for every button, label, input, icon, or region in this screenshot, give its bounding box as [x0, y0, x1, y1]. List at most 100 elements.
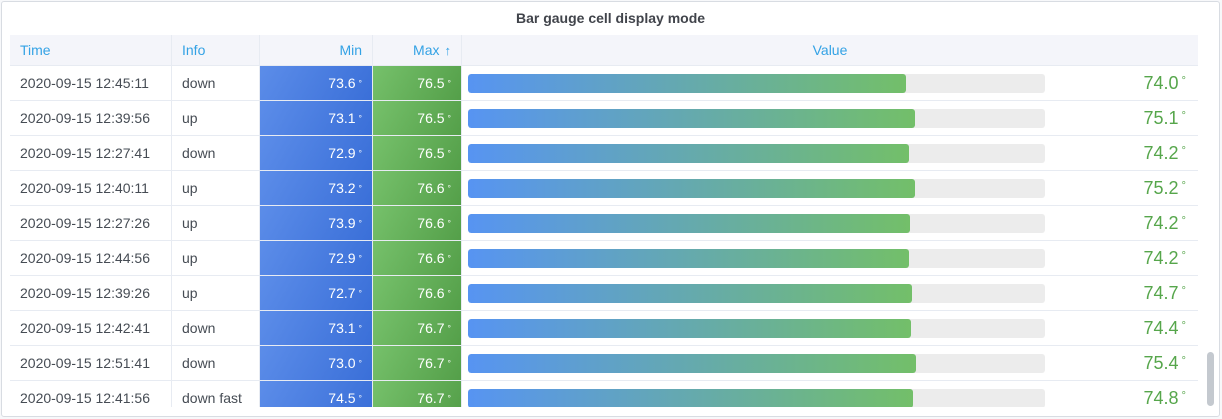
cell-info: down [172, 346, 260, 380]
degree-unit: ° [358, 358, 362, 368]
value-text: 74.0 ° [1045, 73, 1192, 94]
min-value: 73.1 [328, 110, 356, 126]
value-text: 75.2 ° [1045, 178, 1192, 199]
degree-unit: ° [358, 78, 362, 88]
cell-min: 73.6 ° [260, 66, 373, 100]
table-row: 2020-09-15 12:39:56 up 73.1 ° 76.5 ° 75.1 ° [10, 101, 1198, 136]
degree-unit: ° [358, 323, 362, 333]
cell-info: up [172, 171, 260, 205]
column-header-min[interactable]: Min [260, 35, 373, 65]
cell-min: 74.5 ° [260, 381, 373, 407]
column-label: Info [182, 42, 206, 58]
cell-info: down [172, 311, 260, 345]
column-label: Min [339, 42, 362, 58]
cell-value: 75.2 ° [462, 171, 1198, 205]
column-header-info[interactable]: Info [172, 35, 260, 65]
panel-title[interactable]: Bar gauge cell display mode [515, 10, 706, 26]
degree-unit: ° [358, 113, 362, 123]
bar-gauge-fill [468, 213, 910, 233]
bar-gauge-fill [468, 73, 906, 93]
cell-max: 76.5 ° [373, 136, 462, 170]
cell-max: 76.7 ° [373, 311, 462, 345]
value-number: 74.2 [1143, 247, 1179, 268]
cell-value: 75.1 ° [462, 101, 1198, 135]
cell-time: 2020-09-15 12:27:41 [10, 136, 172, 170]
cell-min: 73.2 ° [260, 171, 373, 205]
table-row: 2020-09-15 12:39:26 up 72.7 ° 76.6 ° 74.7 ° [10, 276, 1198, 311]
max-value: 76.6 [417, 215, 445, 231]
max-value: 76.6 [417, 250, 445, 266]
value-number: 75.2 [1143, 177, 1179, 198]
cell-value: 74.7 ° [462, 276, 1198, 310]
value-number: 74.0 [1143, 72, 1179, 93]
column-header-time[interactable]: Time [10, 35, 172, 65]
bar-gauge-track [468, 283, 1045, 303]
info-text: down [182, 75, 216, 91]
cell-min: 72.7 ° [260, 276, 373, 310]
cell-min: 73.0 ° [260, 346, 373, 380]
cell-value: 74.2 ° [462, 206, 1198, 240]
sort-ascending-icon: ↑ [444, 42, 452, 58]
info-text: down [182, 145, 216, 161]
cell-info: down [172, 136, 260, 170]
degree-unit: ° [447, 288, 451, 298]
column-header-max[interactable]: Max ↑ [373, 35, 462, 65]
degree-unit: ° [1181, 355, 1186, 368]
bar-gauge-track [468, 73, 1045, 93]
cell-time: 2020-09-15 12:41:56 [10, 381, 172, 407]
max-value: 76.5 [417, 145, 445, 161]
table-viewport: Time Info Min Max ↑ Value 2020-09-15 12:4… [10, 35, 1198, 407]
table-row: 2020-09-15 12:44:56 up 72.9 ° 76.6 ° 74.2 ° [10, 241, 1198, 276]
cell-max: 76.7 ° [373, 346, 462, 380]
table-row: 2020-09-15 12:40:11 up 73.2 ° 76.6 ° 75.2 ° [10, 171, 1198, 206]
info-text: up [182, 285, 198, 301]
table-row: 2020-09-15 12:51:41 down 73.0 ° 76.7 ° 75.… [10, 346, 1198, 381]
cell-value: 75.4 ° [462, 346, 1198, 380]
cell-value: 74.2 ° [462, 136, 1198, 170]
cell-max: 76.6 ° [373, 206, 462, 240]
cell-value: 74.8 ° [462, 381, 1198, 407]
min-value: 72.7 [328, 285, 356, 301]
time-text: 2020-09-15 12:41:56 [20, 390, 150, 406]
time-text: 2020-09-15 12:27:26 [20, 215, 150, 231]
degree-unit: ° [1181, 145, 1186, 158]
bar-gauge-fill [468, 143, 909, 163]
cell-time: 2020-09-15 12:39:56 [10, 101, 172, 135]
value-text: 74.8 ° [1045, 388, 1192, 408]
cell-time: 2020-09-15 12:44:56 [10, 241, 172, 275]
degree-unit: ° [1181, 390, 1186, 403]
degree-unit: ° [1181, 320, 1186, 333]
table-row: 2020-09-15 12:27:26 up 73.9 ° 76.6 ° 74.2 ° [10, 206, 1198, 241]
degree-unit: ° [1181, 110, 1186, 123]
max-value: 76.5 [417, 75, 445, 91]
info-text: up [182, 180, 198, 196]
cell-max: 76.6 ° [373, 276, 462, 310]
table-row: 2020-09-15 12:41:56 down fast 74.5 ° 76.7… [10, 381, 1198, 407]
degree-unit: ° [1181, 250, 1186, 263]
degree-unit: ° [447, 148, 451, 158]
bar-gauge-track [468, 178, 1045, 198]
min-value: 74.5 [328, 390, 356, 406]
bar-gauge-fill [468, 108, 916, 128]
cell-time: 2020-09-15 12:45:11 [10, 66, 172, 100]
column-label: Time [20, 42, 51, 58]
max-value: 76.7 [417, 320, 445, 336]
value-number: 75.1 [1143, 107, 1179, 128]
column-header-value[interactable]: Value [462, 35, 1198, 65]
time-text: 2020-09-15 12:39:56 [20, 110, 150, 126]
value-number: 75.4 [1143, 352, 1179, 373]
info-text: down [182, 320, 216, 336]
cell-min: 73.1 ° [260, 101, 373, 135]
bar-gauge-track [468, 318, 1045, 338]
vertical-scrollbar-thumb[interactable] [1207, 352, 1214, 406]
value-number: 74.2 [1143, 212, 1179, 233]
info-text: up [182, 215, 198, 231]
table-row: 2020-09-15 12:27:41 down 72.9 ° 76.5 ° 74.… [10, 136, 1198, 171]
cell-info: up [172, 206, 260, 240]
bar-gauge-fill [468, 353, 916, 373]
max-value: 76.6 [417, 285, 445, 301]
column-label: Value [812, 42, 848, 58]
cell-min: 72.9 ° [260, 241, 373, 275]
min-value: 73.9 [328, 215, 356, 231]
